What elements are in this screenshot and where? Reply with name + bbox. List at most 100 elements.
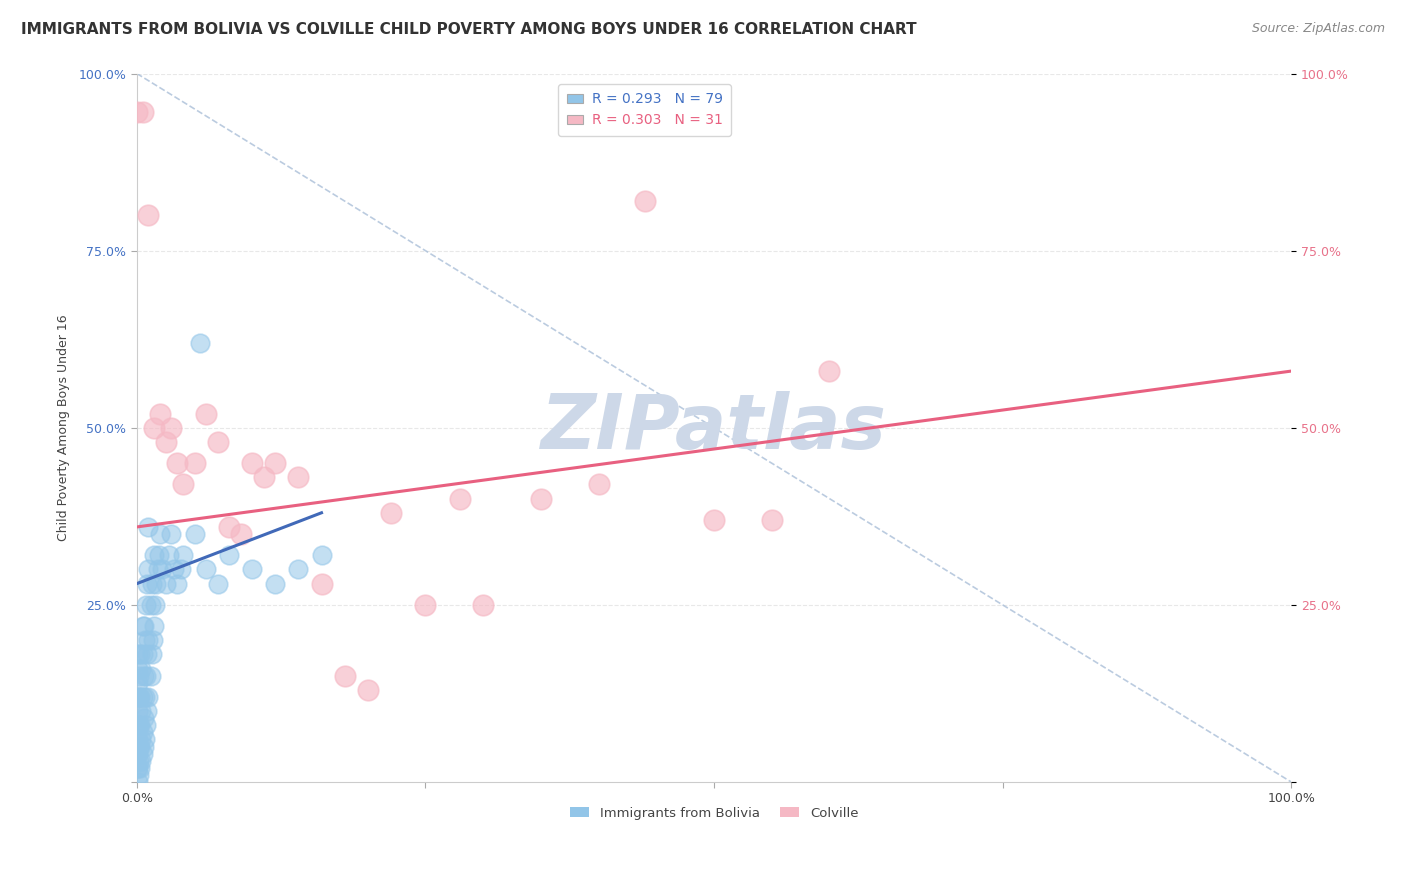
Point [380,506,402,520]
Point [145,576,167,591]
Point [127,675,149,690]
Point [357,682,380,697]
Point [129,648,152,662]
Point [141,576,163,591]
Point [131,754,153,768]
Point [240,456,263,470]
Point [172,549,194,563]
Point [135,718,157,732]
Point [132,619,155,633]
Point [143,421,166,435]
Point [149,407,172,421]
Point [195,562,218,576]
Text: IMMIGRANTS FROM BOLIVIA VS COLVILLE CHILD POVERTY AMONG BOYS UNDER 16 CORRELATIO: IMMIGRANTS FROM BOLIVIA VS COLVILLE CHIL… [21,22,917,37]
Point [129,690,152,704]
Point [131,747,153,761]
Point [155,576,177,591]
Point [141,648,163,662]
Point [160,421,183,435]
Point [311,576,333,591]
Point [131,619,153,633]
Point [138,690,160,704]
Point [125,732,148,747]
Point [127,704,149,718]
Point [160,527,183,541]
Point [138,562,160,576]
Point [127,761,149,775]
Point [131,732,153,747]
Point [472,598,495,612]
Point [588,477,610,491]
Point [132,669,155,683]
Point [128,768,150,782]
Point [127,775,149,789]
Point [287,470,309,484]
Point [634,194,657,208]
Point [135,669,157,683]
Point [818,364,841,378]
Point [142,633,165,648]
Point [183,527,205,541]
Point [139,598,162,612]
Point [131,105,153,120]
Point [129,761,152,775]
Point [415,598,437,612]
Point [138,633,160,648]
Point [127,732,149,747]
Point [207,434,229,449]
Point [127,662,149,676]
Point [218,520,240,534]
Point [761,513,783,527]
Point [148,549,170,563]
Text: ZIPatlas: ZIPatlas [541,391,887,465]
Point [530,491,553,506]
Point [131,725,153,739]
Point [135,598,157,612]
Point [240,562,263,576]
Point [136,576,159,591]
Point [166,456,188,470]
Point [134,732,156,747]
Point [163,562,186,576]
Point [128,669,150,683]
Point [127,718,149,732]
Point [166,576,188,591]
Point [125,105,148,120]
Point [183,456,205,470]
Point [125,761,148,775]
Point [136,648,159,662]
Point [172,477,194,491]
Point [229,527,252,541]
Point [195,407,218,421]
Point [134,633,156,648]
Point [143,619,166,633]
Point [127,690,149,704]
Point [134,690,156,704]
Point [128,739,150,754]
Point [129,718,152,732]
Point [170,562,193,576]
Point [128,718,150,732]
Point [264,456,287,470]
Point [131,690,153,704]
Point [149,527,172,541]
Point [127,747,149,761]
Point [128,754,150,768]
Point [157,549,180,563]
Point [188,335,211,350]
Point [125,747,148,761]
Point [143,598,166,612]
Point [136,704,159,718]
Point [132,711,155,725]
Point [207,576,229,591]
Point [138,520,160,534]
Point [131,662,153,676]
Point [218,549,240,563]
Y-axis label: Child Poverty Among Boys Under 16: Child Poverty Among Boys Under 16 [58,315,70,541]
Point [146,562,169,576]
Point [311,549,333,563]
Point [155,434,177,449]
Point [287,562,309,576]
Text: Source: ZipAtlas.com: Source: ZipAtlas.com [1251,22,1385,36]
Point [449,491,471,506]
